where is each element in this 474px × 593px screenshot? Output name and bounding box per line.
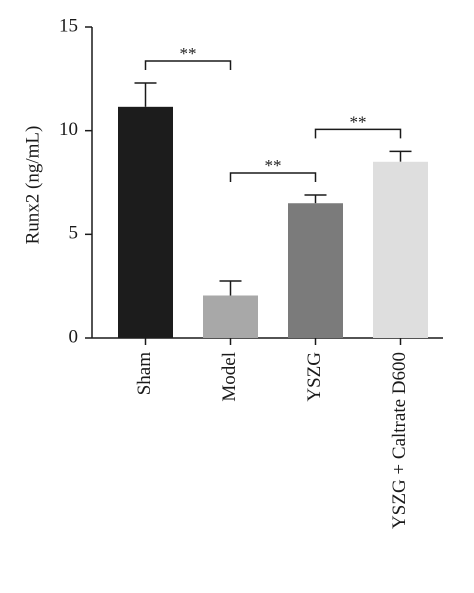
significance-bracket <box>229 172 317 182</box>
y-tick-label: 10 <box>59 119 78 140</box>
bar <box>373 161 428 338</box>
y-axis-label: Runx2 (ng/mL) <box>22 126 43 245</box>
significance-bracket <box>314 128 402 139</box>
significance-label: ** <box>180 44 197 63</box>
y-tick-label: 0 <box>69 326 79 347</box>
x-tick-label: YSZG + Caltrate D600 <box>389 352 410 529</box>
x-tick-label: YSZG <box>304 352 325 402</box>
bar <box>203 295 258 338</box>
significance-label: ** <box>265 156 282 175</box>
x-tick-label: Sham <box>134 352 155 396</box>
bar <box>118 106 173 338</box>
bar <box>288 203 343 338</box>
y-tick-label: 15 <box>59 15 78 36</box>
significance-label: ** <box>350 112 367 131</box>
x-tick-label: Model <box>219 352 240 402</box>
y-tick-label: 5 <box>69 223 79 244</box>
significance-bracket <box>144 60 232 70</box>
